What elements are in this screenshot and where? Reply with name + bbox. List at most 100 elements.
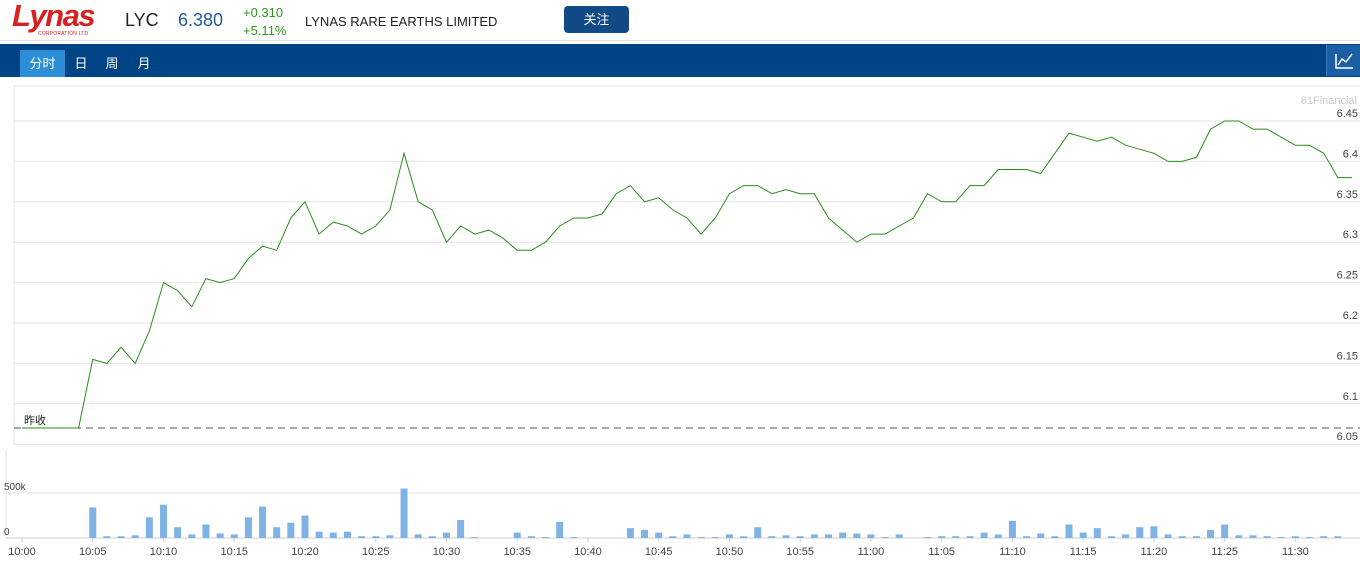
time-tick-label: 10:55 — [786, 546, 814, 558]
volume-bar — [924, 537, 932, 539]
volume-bar — [1051, 536, 1059, 538]
price-axis-labels: 6.45 6.4 6.35 6.3 6.25 6.2 6.15 6.1 6.05 — [1337, 108, 1358, 443]
tab-daily[interactable]: 日 — [74, 56, 88, 71]
volume-bar — [1192, 536, 1200, 538]
time-axis-labels: 10:00 10:05 10:10 10:15 10:20 10:25 10:30 10:35… — [8, 538, 1309, 558]
time-tick-label: 10:35 — [503, 546, 531, 558]
price-change: +0.310 +5.11% — [243, 4, 287, 40]
logo-text: Lynas — [12, 0, 96, 33]
price-tick-label: 6.3 — [1343, 229, 1358, 241]
volume-bar — [1178, 536, 1186, 538]
volume-bar — [881, 537, 889, 539]
volume-bar — [442, 532, 450, 538]
volume-bar — [513, 532, 521, 538]
volume-bar — [824, 534, 832, 538]
tab-weekly[interactable]: 周 — [105, 56, 119, 71]
volume-bar — [1263, 536, 1271, 538]
volume-bar — [329, 532, 337, 538]
volume-bar — [1249, 535, 1257, 538]
line-chart-icon — [1335, 53, 1353, 69]
volume-bar — [966, 536, 974, 538]
volume-bar — [131, 535, 139, 538]
chart-watermark: 61Financial — [1301, 95, 1357, 107]
chart-type-toggle[interactable] — [1326, 45, 1360, 76]
volume-axis-labels: 500k 0 — [4, 482, 27, 538]
follow-button[interactable]: 关注 — [564, 6, 629, 33]
intraday-chart: 61Financial 6.45 6.4 6.35 6.3 6.25 6.2 6.15 6.1… — [4, 85, 1360, 558]
volume-bar — [414, 534, 422, 538]
time-tick-label: 10:05 — [79, 546, 107, 558]
prev-close-label: 昨收 — [24, 413, 46, 427]
price-tick-label: 6.1 — [1343, 391, 1358, 403]
volume-bar — [867, 534, 875, 538]
price-line — [22, 120, 1352, 429]
volume-bar — [1150, 526, 1158, 538]
volume-bar — [287, 522, 295, 538]
time-tick-label: 10:50 — [716, 546, 744, 558]
volume-bar — [1122, 534, 1130, 538]
time-tick-label: 11:00 — [858, 546, 885, 558]
volume-bar — [1306, 537, 1314, 539]
volume-max-label: 500k — [4, 482, 27, 493]
chart-grid — [5, 85, 1360, 539]
company-name: LYNAS RARE EARTHS LIMITED — [305, 14, 498, 29]
volume-bar — [174, 527, 182, 538]
volume-bar — [1093, 528, 1101, 538]
volume-bar — [1207, 529, 1215, 538]
volume-bar — [216, 533, 224, 538]
volume-bar — [669, 536, 677, 538]
price-tick-label: 6.4 — [1343, 148, 1358, 160]
tab-intraday[interactable]: 分时 — [20, 50, 65, 77]
price-tick-label: 6.15 — [1337, 350, 1358, 362]
volume-bar — [400, 488, 408, 538]
volume-bar — [796, 536, 804, 538]
volume-bar — [471, 537, 479, 539]
volume-bar — [542, 537, 550, 539]
volume-bar — [570, 537, 578, 539]
time-tick-label: 11:20 — [1141, 546, 1168, 558]
volume-bar — [1023, 536, 1031, 538]
volume-bar — [428, 536, 436, 538]
volume-bar — [1164, 534, 1172, 538]
volume-bar — [159, 504, 167, 538]
time-tick-label: 10:45 — [645, 546, 673, 558]
volume-bar — [386, 535, 394, 538]
volume-bar — [230, 534, 238, 538]
volume-bar — [1277, 537, 1285, 539]
volume-bar — [1079, 532, 1087, 538]
quote-header: Lynas CORPORATION LTD LYC 6.380 +0.310 +… — [0, 0, 1360, 41]
volume-bar — [711, 537, 719, 539]
volume-bar — [89, 507, 97, 538]
volume-bar — [1136, 527, 1144, 538]
volume-bar — [895, 534, 903, 538]
volume-bar — [754, 527, 762, 538]
time-tick-label: 11:05 — [928, 546, 955, 558]
volume-bar — [358, 536, 366, 538]
time-tick-label: 10:15 — [220, 546, 248, 558]
change-value: +0.310 — [243, 5, 284, 20]
volume-bar — [994, 534, 1002, 538]
tab-monthly[interactable]: 月 — [137, 56, 151, 71]
volume-bar — [1221, 524, 1229, 538]
period-tabs-bar — [0, 44, 1360, 77]
volume-bar — [103, 536, 111, 538]
volume-bar — [1008, 520, 1016, 538]
time-tick-label: 10:20 — [291, 546, 319, 558]
volume-bar — [343, 531, 351, 538]
company-logo: Lynas CORPORATION LTD — [12, 0, 96, 38]
volume-bar — [1065, 524, 1073, 538]
volume-bar — [740, 536, 748, 538]
volume-bar — [202, 524, 210, 538]
volume-bar — [683, 534, 691, 538]
time-tick-label: 10:00 — [8, 546, 36, 558]
time-tick-label: 11:25 — [1211, 546, 1238, 558]
volume-zero-label: 0 — [4, 527, 10, 538]
price-tick-label: 6.25 — [1337, 270, 1358, 282]
volume-bar — [1320, 536, 1328, 538]
time-tick-label: 11:30 — [1282, 546, 1309, 558]
volume-bar — [1334, 536, 1342, 538]
volume-bar — [273, 527, 281, 538]
logo-subtitle: CORPORATION LTD — [38, 31, 89, 37]
volume-bar — [244, 517, 252, 538]
time-tick-label: 11:15 — [1070, 546, 1097, 558]
